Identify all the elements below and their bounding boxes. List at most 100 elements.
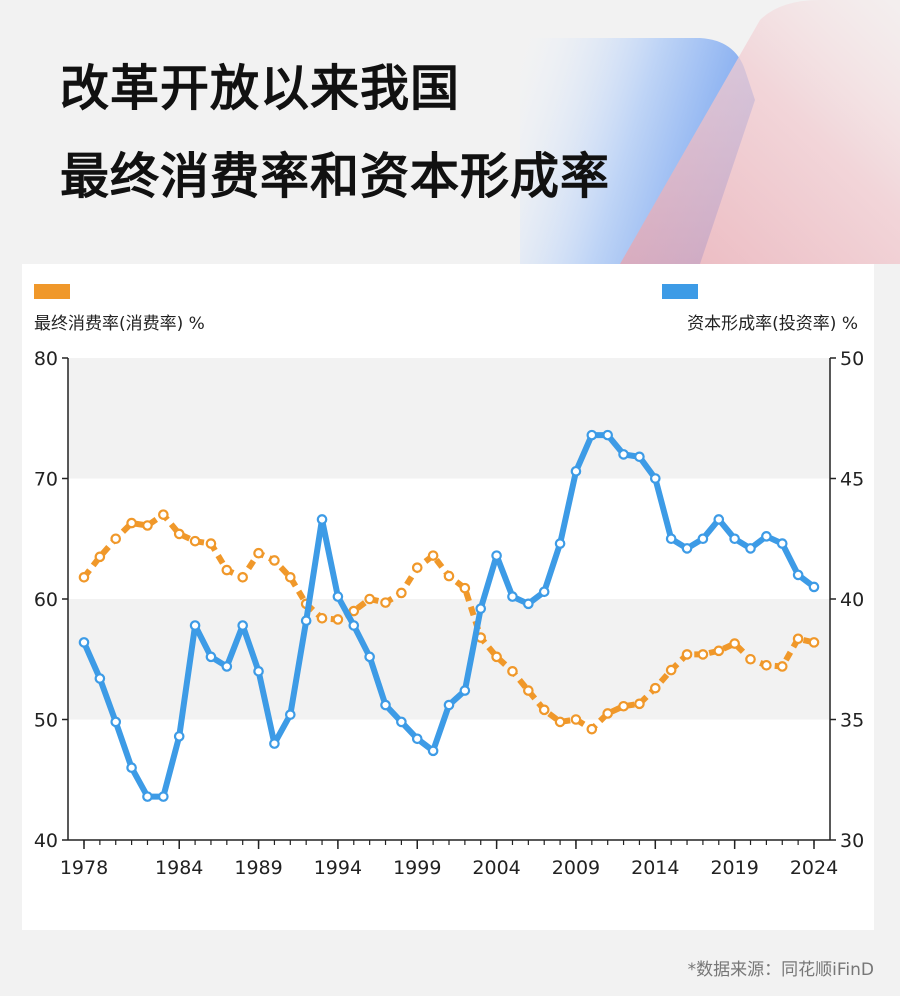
left-tick-label: 70 xyxy=(34,469,58,491)
data-point-investment-1982 xyxy=(142,791,153,802)
data-point-investment-1989 xyxy=(253,665,264,677)
data-point-consumption-1991 xyxy=(285,572,296,583)
data-point-investment-1985 xyxy=(189,620,201,631)
data-point-investment-2017 xyxy=(697,533,709,545)
left-tick-label: 40 xyxy=(34,830,58,852)
data-point-investment-2020 xyxy=(745,543,756,554)
data-point-consumption-1980 xyxy=(110,533,122,545)
x-tick-label: 1994 xyxy=(314,857,362,879)
data-point-investment-1986 xyxy=(205,651,217,663)
data-point-investment-2001 xyxy=(443,699,455,711)
data-point-consumption-1998 xyxy=(396,587,407,599)
data-point-consumption-1987 xyxy=(221,564,233,576)
data-point-consumption-2007 xyxy=(538,704,550,716)
right-tick-label: 50 xyxy=(840,348,864,370)
data-point-consumption-2023 xyxy=(792,633,804,645)
data-point-investment-1992 xyxy=(300,615,312,626)
data-point-investment-2007 xyxy=(538,586,550,598)
data-point-consumption-1981 xyxy=(126,517,137,529)
data-point-consumption-2012 xyxy=(618,700,629,712)
data-point-consumption-1999 xyxy=(411,562,423,573)
data-point-consumption-1996 xyxy=(364,593,375,605)
data-point-consumption-1986 xyxy=(205,538,217,549)
data-point-investment-2002 xyxy=(459,685,471,696)
data-point-consumption-1995 xyxy=(348,605,360,617)
data-point-investment-1981 xyxy=(126,762,137,773)
data-point-investment-2006 xyxy=(523,598,534,610)
data-point-consumption-2015 xyxy=(665,664,677,676)
data-point-consumption-2018 xyxy=(713,645,725,657)
legend-label-consumption: 最终消费率(消费率) % xyxy=(34,314,205,334)
data-point-investment-2004 xyxy=(491,550,502,561)
data-point-consumption-1985 xyxy=(189,535,201,547)
data-point-investment-2010 xyxy=(586,429,598,441)
data-point-consumption-2016 xyxy=(681,649,693,660)
right-tick-label: 40 xyxy=(840,589,864,611)
data-point-investment-1996 xyxy=(364,651,375,663)
data-point-investment-1990 xyxy=(269,738,280,749)
data-point-investment-2016 xyxy=(681,543,693,554)
data-point-investment-1979 xyxy=(94,673,106,684)
data-point-investment-2019 xyxy=(729,533,740,545)
data-point-investment-1980 xyxy=(110,716,122,728)
data-point-investment-2023 xyxy=(792,569,804,581)
data-point-consumption-1982 xyxy=(142,520,153,531)
data-point-investment-1988 xyxy=(237,620,248,631)
left-tick-label: 60 xyxy=(34,589,58,611)
data-point-consumption-2022 xyxy=(776,661,788,672)
data-point-investment-2021 xyxy=(761,531,772,542)
data-point-investment-2003 xyxy=(475,603,487,614)
data-point-investment-2018 xyxy=(713,514,725,525)
x-tick-label: 1989 xyxy=(234,857,282,879)
data-point-consumption-1990 xyxy=(269,555,280,566)
data-point-consumption-2013 xyxy=(634,698,645,710)
x-tick-label: 1984 xyxy=(155,857,203,879)
data-point-investment-2014 xyxy=(650,473,661,484)
data-point-consumption-1983 xyxy=(158,509,169,520)
data-point-investment-1987 xyxy=(221,661,233,672)
header-decoration xyxy=(520,0,900,264)
data-point-investment-1994 xyxy=(332,591,344,602)
grid-band-1 xyxy=(68,358,830,479)
x-tick-label: 2004 xyxy=(472,857,520,879)
data-point-investment-2012 xyxy=(618,449,629,460)
data-point-investment-1997 xyxy=(380,699,391,711)
data-point-consumption-2005 xyxy=(507,665,518,677)
data-point-consumption-1993 xyxy=(316,612,328,624)
x-tick-label: 2014 xyxy=(631,857,679,879)
x-tick-label: 2024 xyxy=(790,857,838,879)
legend-swatch-consumption xyxy=(34,284,70,299)
data-point-consumption-2008 xyxy=(554,716,566,728)
data-point-investment-2022 xyxy=(776,538,788,549)
x-tick-label: 2019 xyxy=(710,857,758,879)
x-tick-label: 1999 xyxy=(393,857,441,879)
data-point-consumption-2021 xyxy=(761,659,772,671)
data-point-consumption-1989 xyxy=(253,547,264,559)
data-point-consumption-2006 xyxy=(523,685,534,696)
data-point-consumption-2002 xyxy=(459,582,471,594)
data-point-consumption-2014 xyxy=(650,682,661,694)
data-point-investment-2008 xyxy=(554,538,566,549)
right-tick-label: 45 xyxy=(840,469,864,491)
data-point-consumption-1979 xyxy=(94,551,106,563)
data-point-investment-2000 xyxy=(427,745,439,757)
data-point-investment-1998 xyxy=(396,716,407,728)
data-point-investment-2015 xyxy=(665,533,677,545)
data-point-consumption-2017 xyxy=(697,649,709,660)
right-tick-label: 30 xyxy=(840,830,864,852)
data-point-consumption-2024 xyxy=(808,637,820,648)
data-point-investment-1991 xyxy=(285,709,296,720)
data-point-consumption-1984 xyxy=(173,528,185,540)
data-point-investment-1984 xyxy=(173,731,185,742)
left-tick-label: 50 xyxy=(34,710,58,732)
data-point-investment-1983 xyxy=(158,791,169,802)
data-point-investment-1978 xyxy=(78,637,90,648)
page-title-line1: 改革开放以来我国 xyxy=(60,60,461,117)
right-tick-label: 35 xyxy=(840,710,864,732)
data-point-investment-2013 xyxy=(634,451,645,463)
chart-panel: 40 50 60 70 80 30 35 40 45 50 1978 1984 1989 1994 1999… xyxy=(22,264,874,930)
data-point-investment-1995 xyxy=(348,620,360,631)
legend-swatch-investment xyxy=(662,284,698,299)
data-point-investment-2005 xyxy=(507,591,518,602)
data-point-consumption-2000 xyxy=(427,550,439,561)
